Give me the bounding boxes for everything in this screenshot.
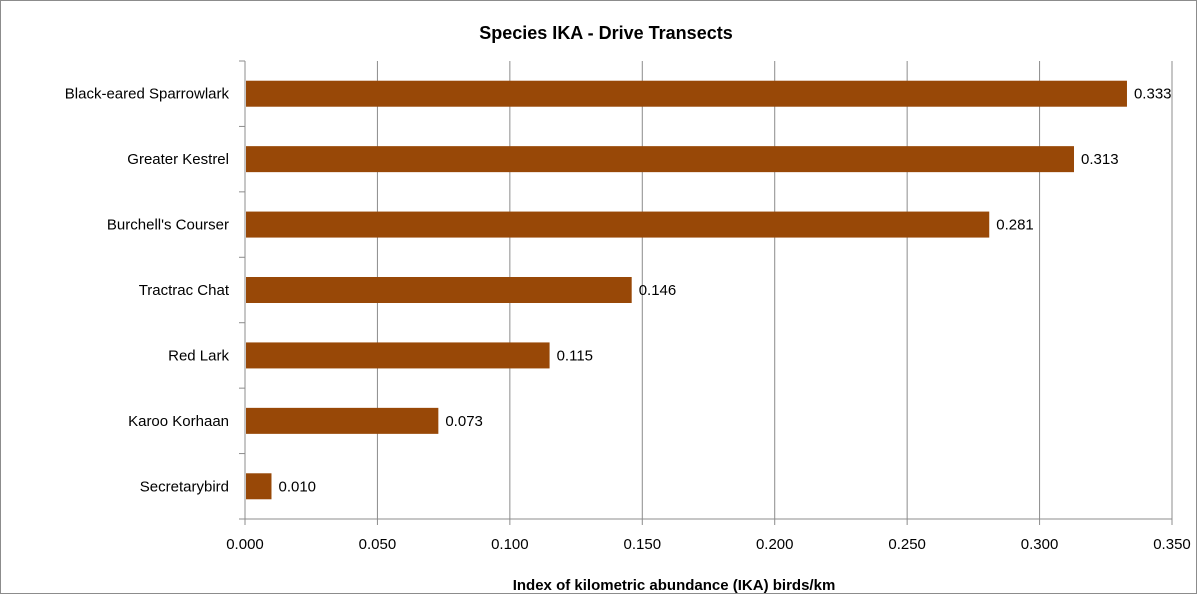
- x-tick-label: 0.050: [359, 536, 397, 553]
- bars: [246, 80, 1127, 500]
- bar: [246, 277, 632, 303]
- bar: [246, 146, 1075, 173]
- bar: [246, 80, 1127, 107]
- category-label: Burchell's Courser: [107, 217, 229, 234]
- data-label: 0.281: [996, 217, 1034, 234]
- x-tick-label: 0.150: [624, 536, 662, 553]
- data-label: 0.313: [1081, 151, 1119, 168]
- x-tick-label: 0.100: [491, 536, 529, 553]
- category-label: Greater Kestrel: [127, 151, 229, 168]
- chart-title: Species IKA - Drive Transects: [479, 23, 732, 43]
- grid-lines: [376, 61, 1173, 519]
- bar: [246, 473, 272, 500]
- bar: [246, 407, 439, 434]
- category-label: Tractrac Chat: [139, 282, 230, 299]
- x-tick-label: 0.350: [1153, 536, 1191, 553]
- category-label: Secretarybird: [140, 478, 229, 495]
- bar: [246, 211, 990, 238]
- data-label: 0.010: [278, 478, 316, 495]
- x-tick-label: 0.200: [756, 536, 794, 553]
- x-tick-label: 0.300: [1021, 536, 1059, 553]
- category-label: Black-eared Sparrowlark: [65, 86, 230, 103]
- category-label: Karoo Korhaan: [128, 413, 229, 430]
- x-tick-label: 0.250: [888, 536, 926, 553]
- x-axis-label: Index of kilometric abundance (IKA) bird…: [513, 577, 836, 594]
- data-label: 0.073: [445, 413, 483, 430]
- data-label: 0.333: [1134, 86, 1172, 103]
- axes: 0.000 0.050 0.100 0.150 0.200 0.250 0.300 0.350…: [65, 60, 1191, 553]
- category-label: Red Lark: [168, 347, 229, 364]
- data-label: 0.146: [639, 282, 677, 299]
- data-label: 0.115: [557, 347, 593, 364]
- x-tick-label: 0.000: [226, 536, 264, 553]
- bar: [246, 342, 550, 369]
